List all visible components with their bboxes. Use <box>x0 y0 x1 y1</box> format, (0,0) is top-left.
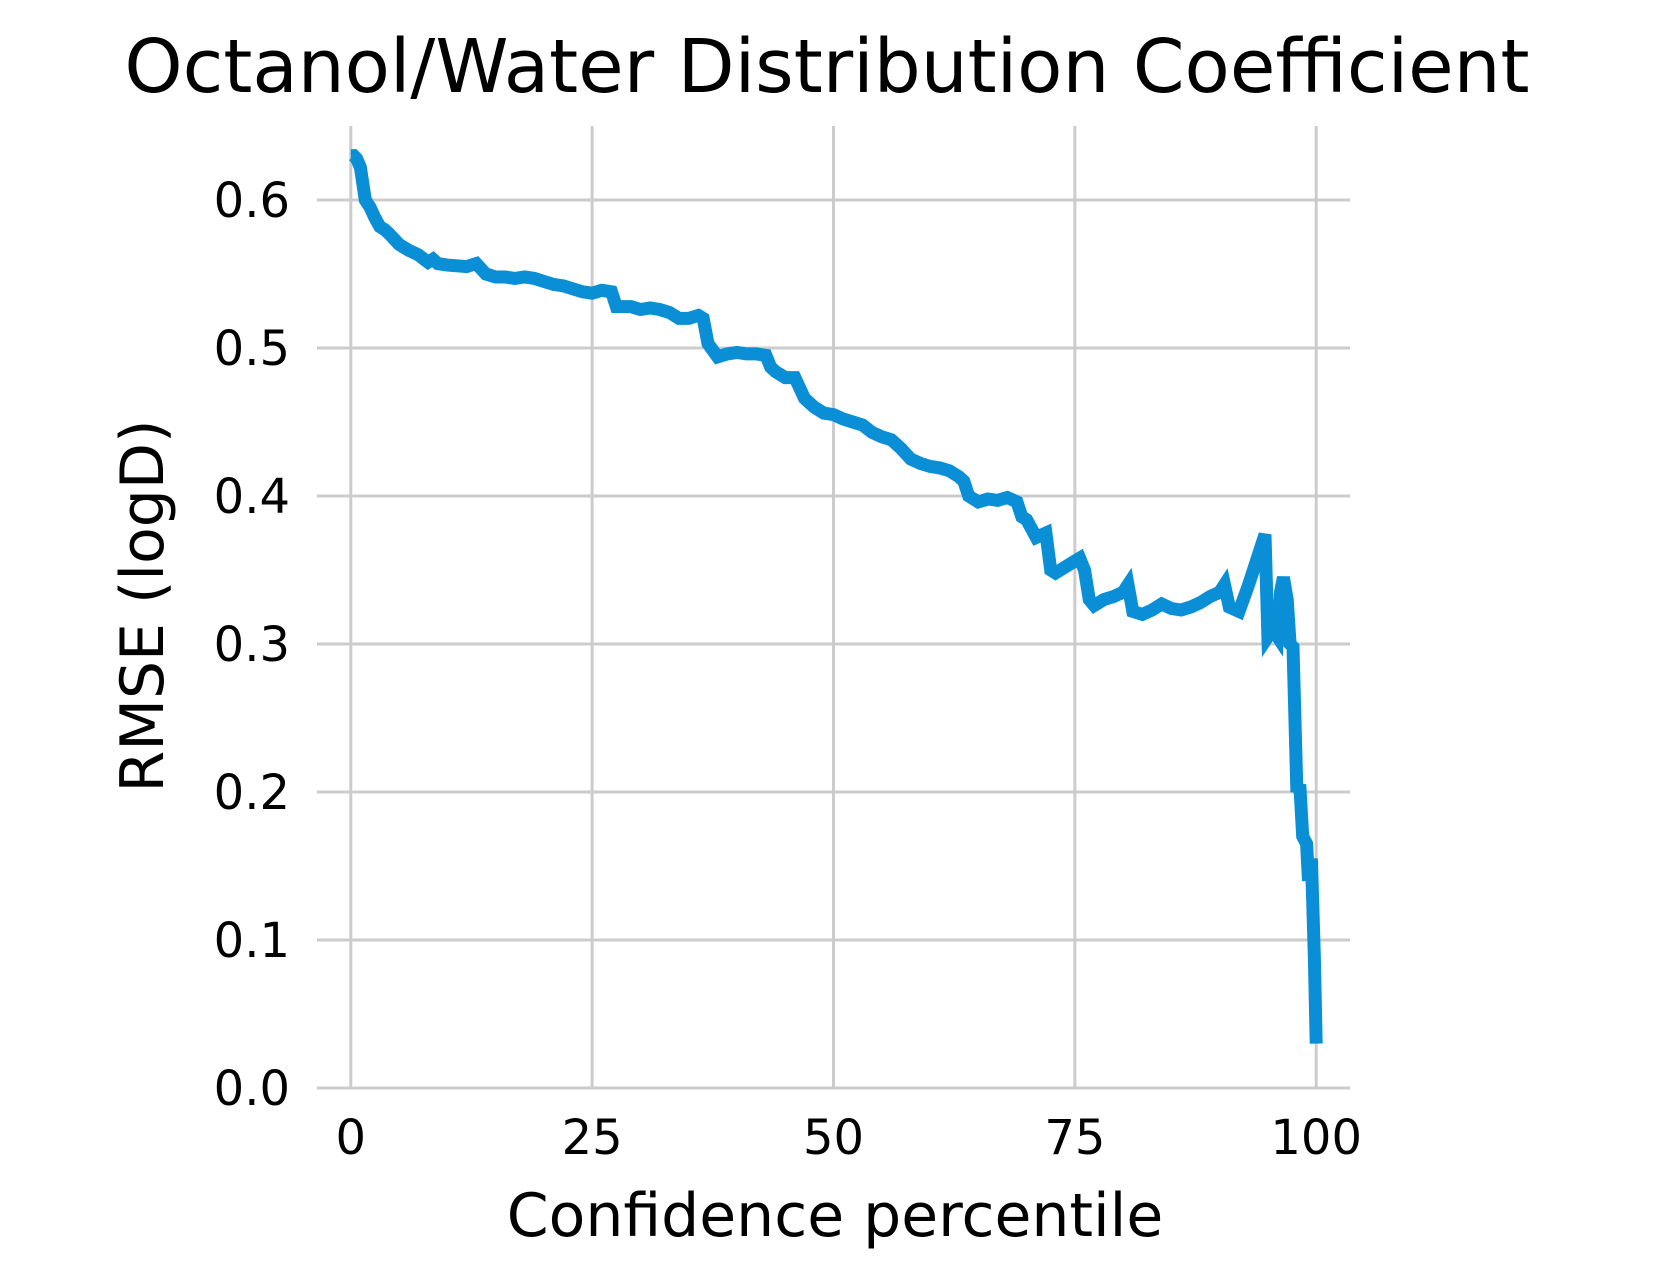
y-tick-label: 0.2 <box>214 765 290 821</box>
y-tick-label: 0.0 <box>214 1061 290 1117</box>
x-axis-label: Confidence percentile <box>507 1181 1163 1251</box>
y-tick-label: 0.3 <box>214 617 290 673</box>
x-tick-label: 75 <box>1044 1110 1105 1166</box>
x-tick-label: 100 <box>1270 1110 1362 1166</box>
y-tick-label: 0.6 <box>214 173 290 229</box>
x-tick-label: 0 <box>336 1110 367 1166</box>
series-line <box>349 149 1323 1044</box>
y-tick-labels: 0.0 0.1 0.2 0.3 0.4 0.5 0.6 <box>214 173 290 1117</box>
y-tick-label: 0.5 <box>214 321 290 377</box>
x-tick-labels: 0 25 50 75 100 <box>336 1110 1363 1166</box>
x-tick-label: 50 <box>803 1110 864 1166</box>
y-tick-label: 0.1 <box>214 913 290 969</box>
series-layer <box>349 149 1323 1044</box>
chart-title: Octanol/Water Distribution Coefficient <box>124 24 1529 110</box>
grid <box>317 126 1350 1090</box>
y-axis-label: RMSE (logD) <box>108 419 178 792</box>
x-tick-label: 25 <box>562 1110 623 1166</box>
y-tick-label: 0.4 <box>214 469 290 525</box>
